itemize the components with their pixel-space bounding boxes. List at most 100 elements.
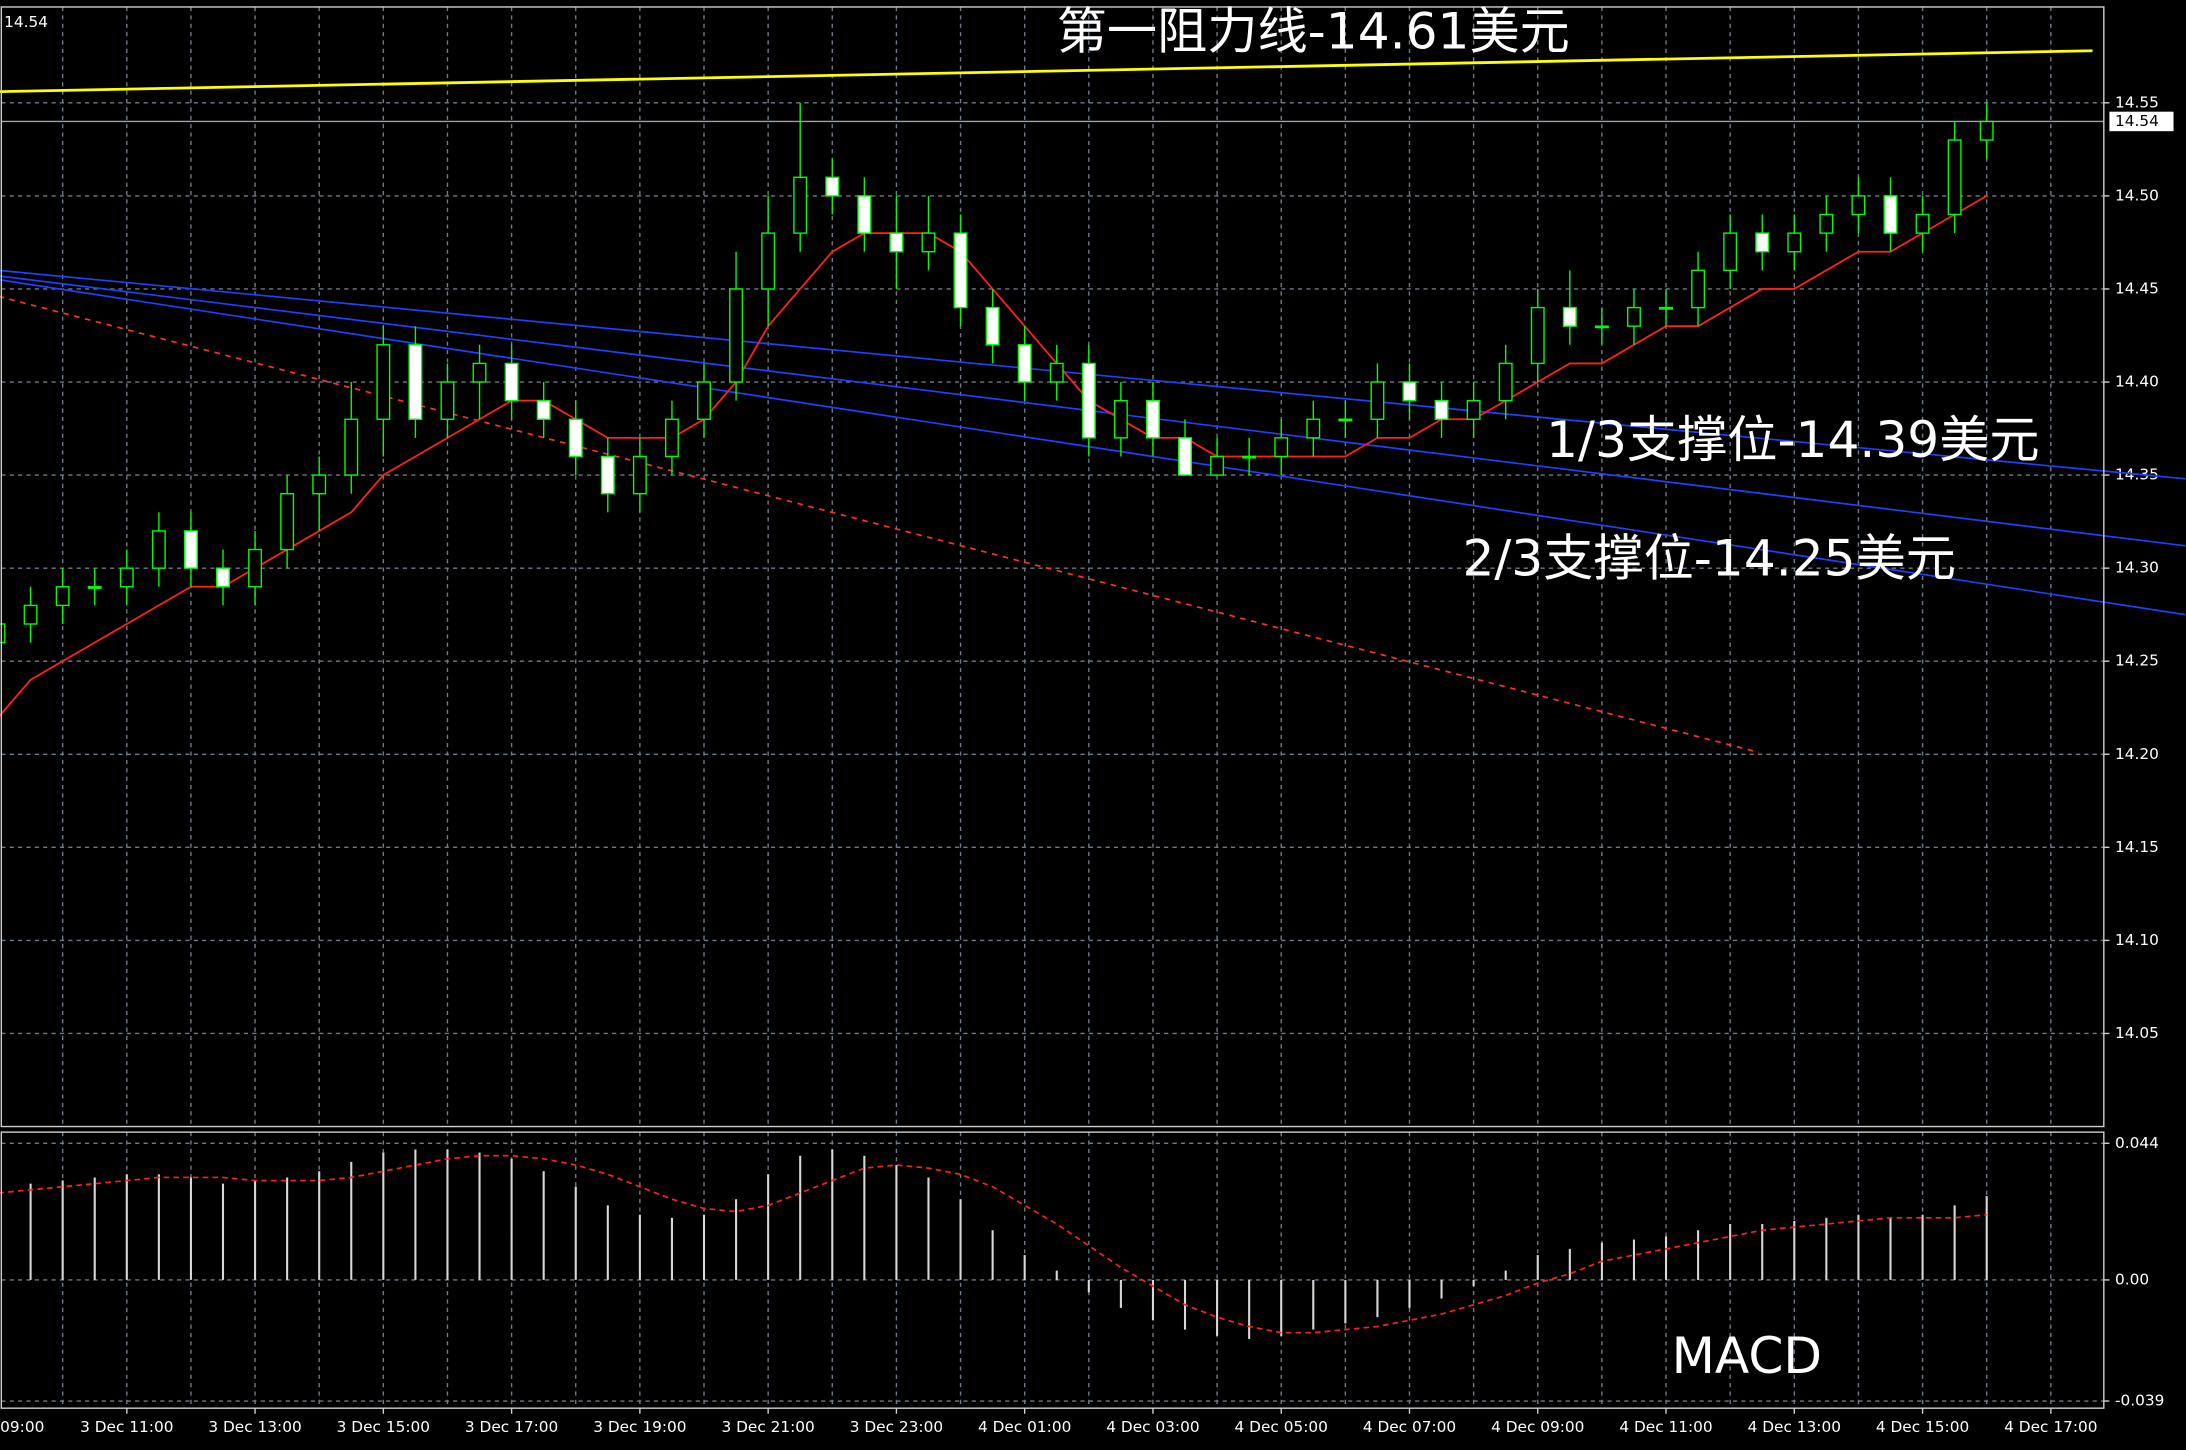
candle-body (664, 418, 679, 458)
x-tick-label: 3 Dec 21:00 (721, 1418, 814, 1436)
y-tick-label: 14.10 (2115, 931, 2159, 949)
main-panel-frame (0, 6, 2105, 1128)
candle-body (953, 232, 968, 309)
y-tick-label: 0.00 (2115, 1270, 2149, 1288)
candle-body (921, 232, 936, 253)
y-tick-label: 14.20 (2115, 745, 2159, 763)
candle-body (1466, 399, 1481, 420)
candle-body (1755, 232, 1770, 253)
candle-body (1242, 455, 1257, 459)
candle-body (23, 604, 38, 625)
x-tick-label: 3 Dec 23:00 (850, 1418, 943, 1436)
candle-body (729, 288, 744, 383)
candle-body (1338, 418, 1353, 422)
top-left-price: 14.54 (4, 13, 48, 31)
candle-body (1274, 437, 1289, 458)
x-tick-label: 09:00 (0, 1418, 44, 1436)
x-tick-label: 4 Dec 05:00 (1235, 1418, 1328, 1436)
candle-body (632, 455, 647, 495)
candle-body (1081, 362, 1096, 439)
y-tick-label: 14.50 (2115, 186, 2159, 204)
candle-body (1402, 381, 1417, 402)
x-tick-label: 4 Dec 15:00 (1876, 1418, 1969, 1436)
x-tick-label: 4 Dec 17:00 (2004, 1418, 2097, 1436)
x-tick-label: 3 Dec 11:00 (80, 1418, 173, 1436)
support-annotation: 2/3支撑位-14.25美元 (1462, 528, 1956, 587)
trend-line (0, 49, 2093, 94)
x-tick-label: 3 Dec 17:00 (465, 1418, 558, 1436)
y-tick-label: 14.55 (2115, 93, 2159, 111)
candle-body (87, 586, 102, 589)
x-tick-label: 3 Dec 13:00 (208, 1418, 301, 1436)
y-tick-label: 0.044 (2115, 1134, 2159, 1152)
y-tick-label: 14.40 (2115, 373, 2159, 391)
candle-body (1049, 362, 1064, 383)
candle-body (55, 586, 70, 607)
candle-body (600, 455, 615, 495)
y-tick-label: 14.25 (2115, 652, 2159, 670)
candle-body (1145, 399, 1160, 439)
candle-body (1626, 306, 1641, 327)
y-tick-label: 14.05 (2115, 1024, 2159, 1042)
candle-body (697, 381, 711, 420)
candle-body (1370, 381, 1385, 420)
candle-body (1113, 399, 1128, 439)
macd-panel-frame (0, 1131, 2105, 1409)
candle-body (1530, 306, 1545, 365)
candle-body (1017, 344, 1032, 383)
candle-body (151, 530, 166, 569)
candle-body (504, 362, 519, 402)
candle-body (248, 548, 263, 588)
candle-body (1723, 232, 1738, 272)
candle-body (1851, 195, 1866, 216)
trend-line (0, 295, 1760, 754)
candle-body (1306, 418, 1321, 439)
macd-label: MACD (1672, 1326, 1822, 1385)
candle-body (1691, 269, 1706, 309)
candle-body (1562, 306, 1577, 327)
candle-body (183, 530, 198, 569)
candle-body (280, 493, 295, 551)
candle-body (857, 195, 872, 234)
x-tick-label: 3 Dec 15:00 (337, 1418, 430, 1436)
candle-body (216, 567, 230, 588)
candle-body (825, 176, 840, 197)
candle-body (1659, 306, 1673, 310)
candle-body (1787, 232, 1802, 253)
candle-body (1819, 213, 1834, 234)
candle-body (1594, 325, 1609, 329)
candle-body (1915, 213, 1930, 234)
x-tick-label: 4 Dec 07:00 (1363, 1418, 1456, 1436)
y-tick-label: 14.15 (2115, 838, 2159, 856)
last-price-label: 14.54 (2115, 112, 2159, 130)
candle-body (761, 232, 776, 290)
y-tick-label: 14.45 (2115, 279, 2159, 297)
resistance-annotation: 第一阻力线-14.61美元 (1057, 1, 1570, 60)
candle-body (1178, 437, 1192, 476)
candle-body (472, 362, 487, 383)
x-tick-label: 3 Dec 19:00 (593, 1418, 686, 1436)
macd-signal (0, 1154, 1987, 1334)
plot: 14.54 (0, 49, 2186, 1339)
x-tick-label: 4 Dec 09:00 (1491, 1418, 1584, 1436)
candle-body (568, 418, 583, 458)
candle-body (408, 344, 423, 420)
candle-body (312, 474, 327, 495)
candle-body (985, 306, 1000, 346)
candle-body (440, 381, 455, 420)
candle-body (0, 623, 6, 644)
candle-body (1210, 455, 1225, 476)
candle-body (376, 344, 391, 420)
y-tick-label: 14.30 (2115, 559, 2159, 577)
candle-body (793, 176, 808, 234)
trend-line (0, 279, 2186, 616)
candle-body (1979, 120, 1994, 141)
candle-body (344, 418, 359, 476)
candle-body (1883, 195, 1898, 234)
support-annotation: 1/3支撑位-14.39美元 (1546, 410, 2040, 469)
candle-body (119, 567, 134, 588)
x-tick-label: 4 Dec 01:00 (978, 1418, 1071, 1436)
last-price-box (2109, 111, 2174, 132)
